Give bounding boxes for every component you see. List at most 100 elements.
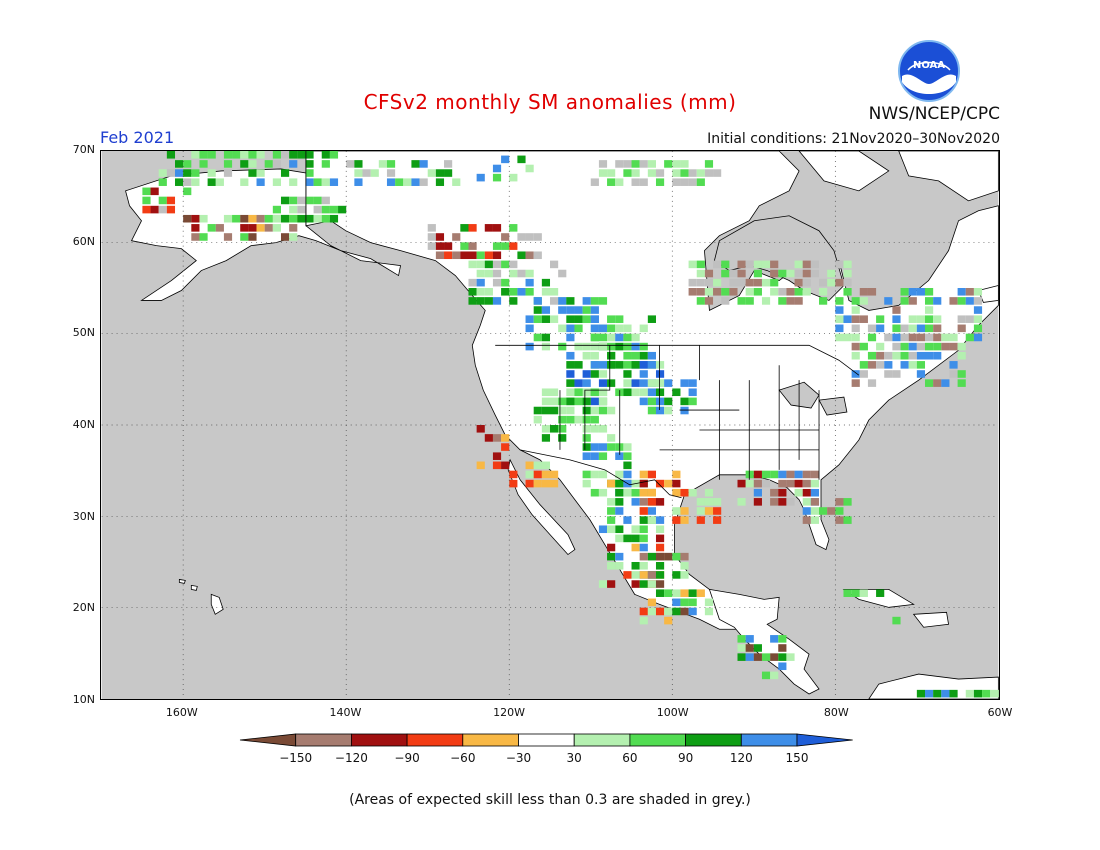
anomaly-cell <box>680 160 689 168</box>
anomaly-cell <box>802 498 811 506</box>
anomaly-cell <box>884 297 893 305</box>
anomaly-cell <box>607 580 616 588</box>
anomaly-cell <box>541 388 551 397</box>
anomaly-cell <box>598 580 608 588</box>
anomaly-cell <box>607 479 616 488</box>
anomaly-cell <box>256 224 265 232</box>
anomaly-cell <box>761 653 771 661</box>
anomaly-cell <box>623 516 632 524</box>
anomaly-cell <box>598 324 608 333</box>
anomaly-cell <box>924 333 934 342</box>
anomaly-cell <box>607 507 616 515</box>
anomaly-cell <box>598 169 608 177</box>
anomaly-cell <box>704 160 714 168</box>
anomaly-cell <box>435 251 445 260</box>
anomaly-cell <box>525 342 534 351</box>
anomaly-cell <box>843 269 852 278</box>
anomaly-cell <box>688 589 697 597</box>
anomaly-cell <box>770 470 779 479</box>
anomaly-cell <box>794 278 803 287</box>
anomaly-cell <box>175 178 184 186</box>
anomaly-cell <box>664 160 673 168</box>
anomaly-cell <box>525 251 534 260</box>
anomaly-cell <box>713 498 722 506</box>
anomaly-cell <box>933 333 942 342</box>
anomaly-cell <box>517 233 526 241</box>
anomaly-cell <box>876 589 885 597</box>
anomaly-cell <box>256 214 265 223</box>
anomaly-cell <box>321 178 330 186</box>
anomaly-cell <box>566 361 575 369</box>
anomaly-cell <box>615 507 624 515</box>
anomaly-cell <box>672 571 681 579</box>
anomaly-cell <box>908 297 917 305</box>
anomaly-cell <box>778 297 787 305</box>
anomaly-cell <box>582 388 591 397</box>
anomaly-cell <box>142 196 151 205</box>
anomaly-cell <box>607 552 616 561</box>
anomaly-cell <box>240 160 249 168</box>
anomaly-cell <box>517 269 526 278</box>
anomaly-cell <box>908 342 917 351</box>
anomaly-cell <box>232 151 241 159</box>
anomaly-cell <box>778 653 787 661</box>
anomaly-cell <box>680 488 689 497</box>
anomaly-cell <box>647 379 656 387</box>
anomaly-cell <box>876 315 885 323</box>
anomaly-cell <box>623 342 632 351</box>
anomaly-cell <box>607 498 616 506</box>
anomaly-cell <box>737 297 746 305</box>
anomaly-cell <box>566 306 575 314</box>
anomaly-cell <box>810 498 820 506</box>
anomaly-cell <box>435 233 445 241</box>
anomaly-cell <box>827 507 836 515</box>
anomaly-cell <box>615 160 624 168</box>
anomaly-cell <box>770 269 779 278</box>
anomaly-cell <box>566 324 575 333</box>
anomaly-cell <box>876 361 885 369</box>
anomaly-cell <box>607 333 616 342</box>
anomaly-cell <box>916 288 926 296</box>
anomaly-cell <box>574 324 583 333</box>
anomaly-cell <box>933 689 942 698</box>
anomaly-cell <box>973 297 983 305</box>
anomaly-cell <box>590 306 599 314</box>
anomaly-cell <box>647 361 656 369</box>
anomaly-cell <box>598 406 608 415</box>
anomaly-cell <box>933 342 942 351</box>
anomaly-cell <box>835 260 844 269</box>
anomaly-cell <box>566 333 575 342</box>
anomaly-cell <box>900 297 909 305</box>
anomaly-cell <box>696 278 705 287</box>
anomaly-cell <box>810 479 820 488</box>
anomaly-cell <box>965 689 974 698</box>
anomaly-cell <box>916 333 926 342</box>
anomaly-cell <box>305 151 314 159</box>
anomaly-cell <box>240 233 249 241</box>
anomaly-cell <box>248 160 257 168</box>
anomaly-cell <box>484 297 493 305</box>
anomaly-cell <box>476 278 485 287</box>
anomaly-cell <box>761 260 771 269</box>
anomaly-cell <box>892 333 901 342</box>
anomaly-cell <box>647 406 656 415</box>
anomaly-cell <box>916 370 926 378</box>
anomaly-cell <box>753 479 762 488</box>
anomaly-cell <box>272 160 281 168</box>
anomaly-cell <box>778 498 787 506</box>
anomaly-cell <box>672 178 681 186</box>
anomaly-cell <box>550 406 559 415</box>
anomaly-cell <box>623 443 632 451</box>
anomaly-cell <box>631 388 640 397</box>
latitude-tick-label: 30N <box>72 509 95 523</box>
anomaly-cell <box>411 178 420 186</box>
anomaly-cell <box>680 589 689 597</box>
anomaly-cell <box>631 580 640 588</box>
anomaly-cell <box>778 269 787 278</box>
anomaly-cell <box>680 379 689 387</box>
anomaly-cell <box>916 342 926 351</box>
anomaly-cell <box>892 342 901 351</box>
anomaly-cell <box>631 571 640 579</box>
anomaly-cell <box>297 196 306 205</box>
anomaly-cell <box>770 288 779 296</box>
